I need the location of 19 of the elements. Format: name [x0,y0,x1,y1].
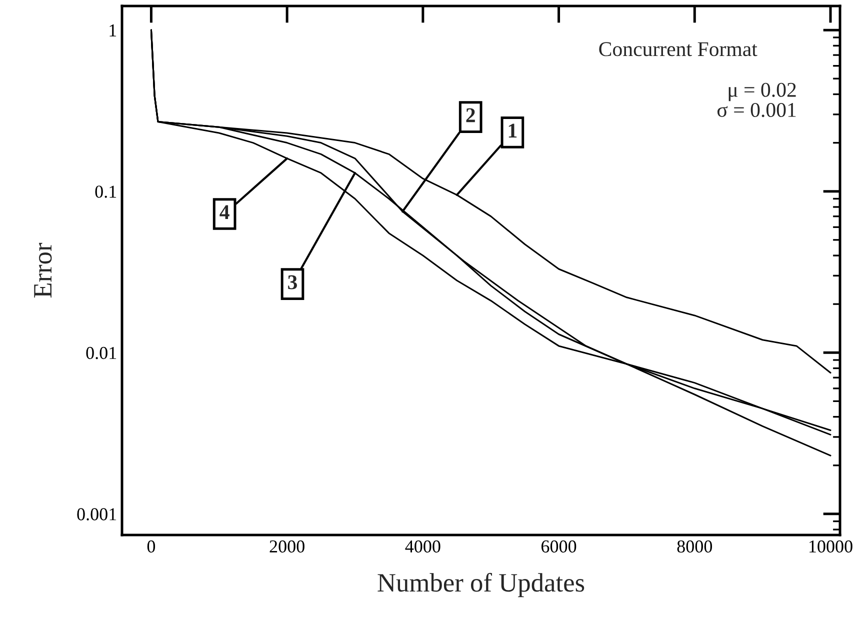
annotation: 2 [466,108,475,122]
x-tick-label: 10000 [810,540,852,553]
y-tick-label: 1 [110,24,116,36]
x-axis-title: Number of Updates [378,572,584,598]
x-tick-label: 2000 [270,540,304,553]
x-tick-label: 8000 [677,540,712,553]
annotation: Concurrent Format [599,42,758,56]
annotation: 3 [288,275,297,290]
y-tick-label: 0.001 [77,508,116,520]
y-tick-label: 0.01 [86,346,116,360]
x-tick-label: 6000 [542,540,576,553]
annotation: μ = 0.02 [728,82,796,102]
annotation: 4 [220,205,230,219]
x-tick-label: 4000 [405,540,440,553]
annotation: 1 [508,124,517,138]
y-axis-title: Error [34,242,52,298]
x-tick-label: 0 [147,540,156,553]
y-tick-label: 0.1 [95,186,116,198]
annotation: σ = 0.001 [717,102,796,118]
